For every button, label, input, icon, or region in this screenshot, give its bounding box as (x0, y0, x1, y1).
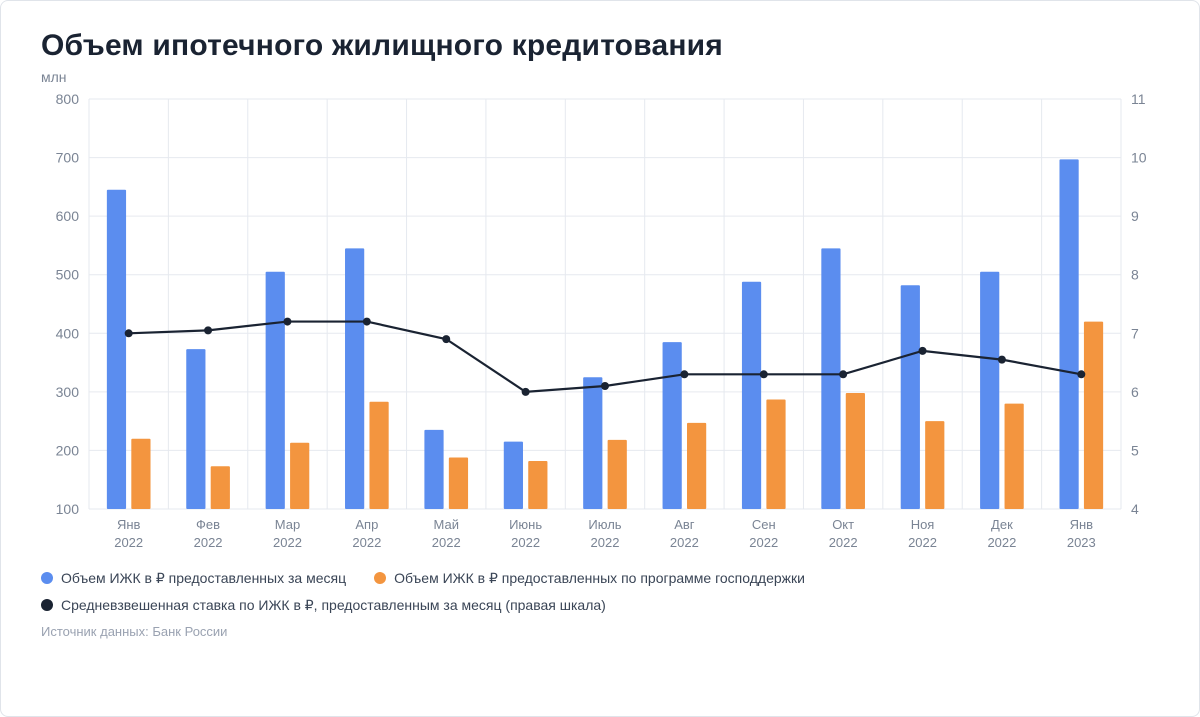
svg-text:2022: 2022 (908, 535, 937, 550)
legend-item: Средневзвешенная ставка по ИЖК в ₽, пред… (41, 592, 606, 619)
svg-text:2022: 2022 (194, 535, 223, 550)
svg-text:Май: Май (433, 517, 458, 532)
svg-text:Ноя: Ноя (911, 517, 935, 532)
svg-text:200: 200 (56, 442, 80, 458)
svg-text:Фев: Фев (196, 517, 220, 532)
svg-text:5: 5 (1131, 442, 1139, 458)
y-axis-unit: млн (41, 69, 1159, 85)
svg-text:2022: 2022 (432, 535, 461, 550)
svg-text:Янв: Янв (117, 517, 141, 532)
svg-text:Авг: Авг (674, 517, 695, 532)
svg-text:10: 10 (1131, 150, 1147, 166)
svg-text:700: 700 (56, 150, 80, 166)
legend-label: Средневзвешенная ставка по ИЖК в ₽, пред… (61, 592, 606, 619)
svg-text:Окт: Окт (832, 517, 854, 532)
legend-item: Объем ИЖК в ₽ предоставленных за месяц (41, 565, 346, 592)
svg-text:2022: 2022 (114, 535, 143, 550)
svg-text:2022: 2022 (987, 535, 1016, 550)
svg-text:11: 11 (1131, 91, 1146, 107)
svg-text:2022: 2022 (829, 535, 858, 550)
legend-item: Объем ИЖК в ₽ предоставленных по програм… (374, 565, 805, 592)
svg-text:2023: 2023 (1067, 535, 1096, 550)
legend-label: Объем ИЖК в ₽ предоставленных за месяц (61, 565, 346, 592)
svg-text:500: 500 (56, 267, 80, 283)
chart-card: Объем ипотечного жилищного кредитования … (0, 0, 1200, 717)
svg-text:4: 4 (1131, 501, 1139, 517)
svg-text:2022: 2022 (352, 535, 381, 550)
source-label: Источник данных: Банк России (41, 624, 1159, 639)
svg-text:Мар: Мар (275, 517, 300, 532)
svg-text:Сен: Сен (752, 517, 776, 532)
svg-text:2022: 2022 (749, 535, 778, 550)
legend-swatch (41, 572, 53, 584)
svg-text:9: 9 (1131, 208, 1139, 224)
legend: Объем ИЖК в ₽ предоставленных за месяц О… (41, 565, 1159, 618)
svg-text:Июнь: Июнь (509, 517, 542, 532)
chart-title: Объем ипотечного жилищного кредитования (41, 29, 1159, 63)
svg-text:800: 800 (56, 91, 80, 107)
svg-text:2022: 2022 (511, 535, 540, 550)
svg-text:6: 6 (1131, 384, 1139, 400)
svg-text:Июль: Июль (588, 517, 621, 532)
svg-text:Апр: Апр (355, 517, 378, 532)
svg-text:300: 300 (56, 384, 80, 400)
svg-text:2022: 2022 (273, 535, 302, 550)
svg-text:100: 100 (56, 501, 80, 517)
svg-text:600: 600 (56, 208, 80, 224)
svg-text:7: 7 (1131, 325, 1139, 341)
legend-swatch (374, 572, 386, 584)
svg-text:8: 8 (1131, 267, 1139, 283)
svg-text:400: 400 (56, 325, 80, 341)
chart-svg: 100 200 300 400 500 600 700 800 4 5 6 7 8 9 10 11 Янв 202… (41, 89, 1161, 559)
legend-label: Объем ИЖК в ₽ предоставленных по програм… (394, 565, 805, 592)
chart-area: 100 200 300 400 500 600 700 800 4 5 6 7 8 9 10 11 Янв 202… (41, 89, 1159, 559)
svg-text:Янв: Янв (1070, 517, 1094, 532)
svg-text:Дек: Дек (991, 517, 1013, 532)
legend-swatch (41, 599, 53, 611)
svg-text:2022: 2022 (591, 535, 620, 550)
svg-text:2022: 2022 (670, 535, 699, 550)
